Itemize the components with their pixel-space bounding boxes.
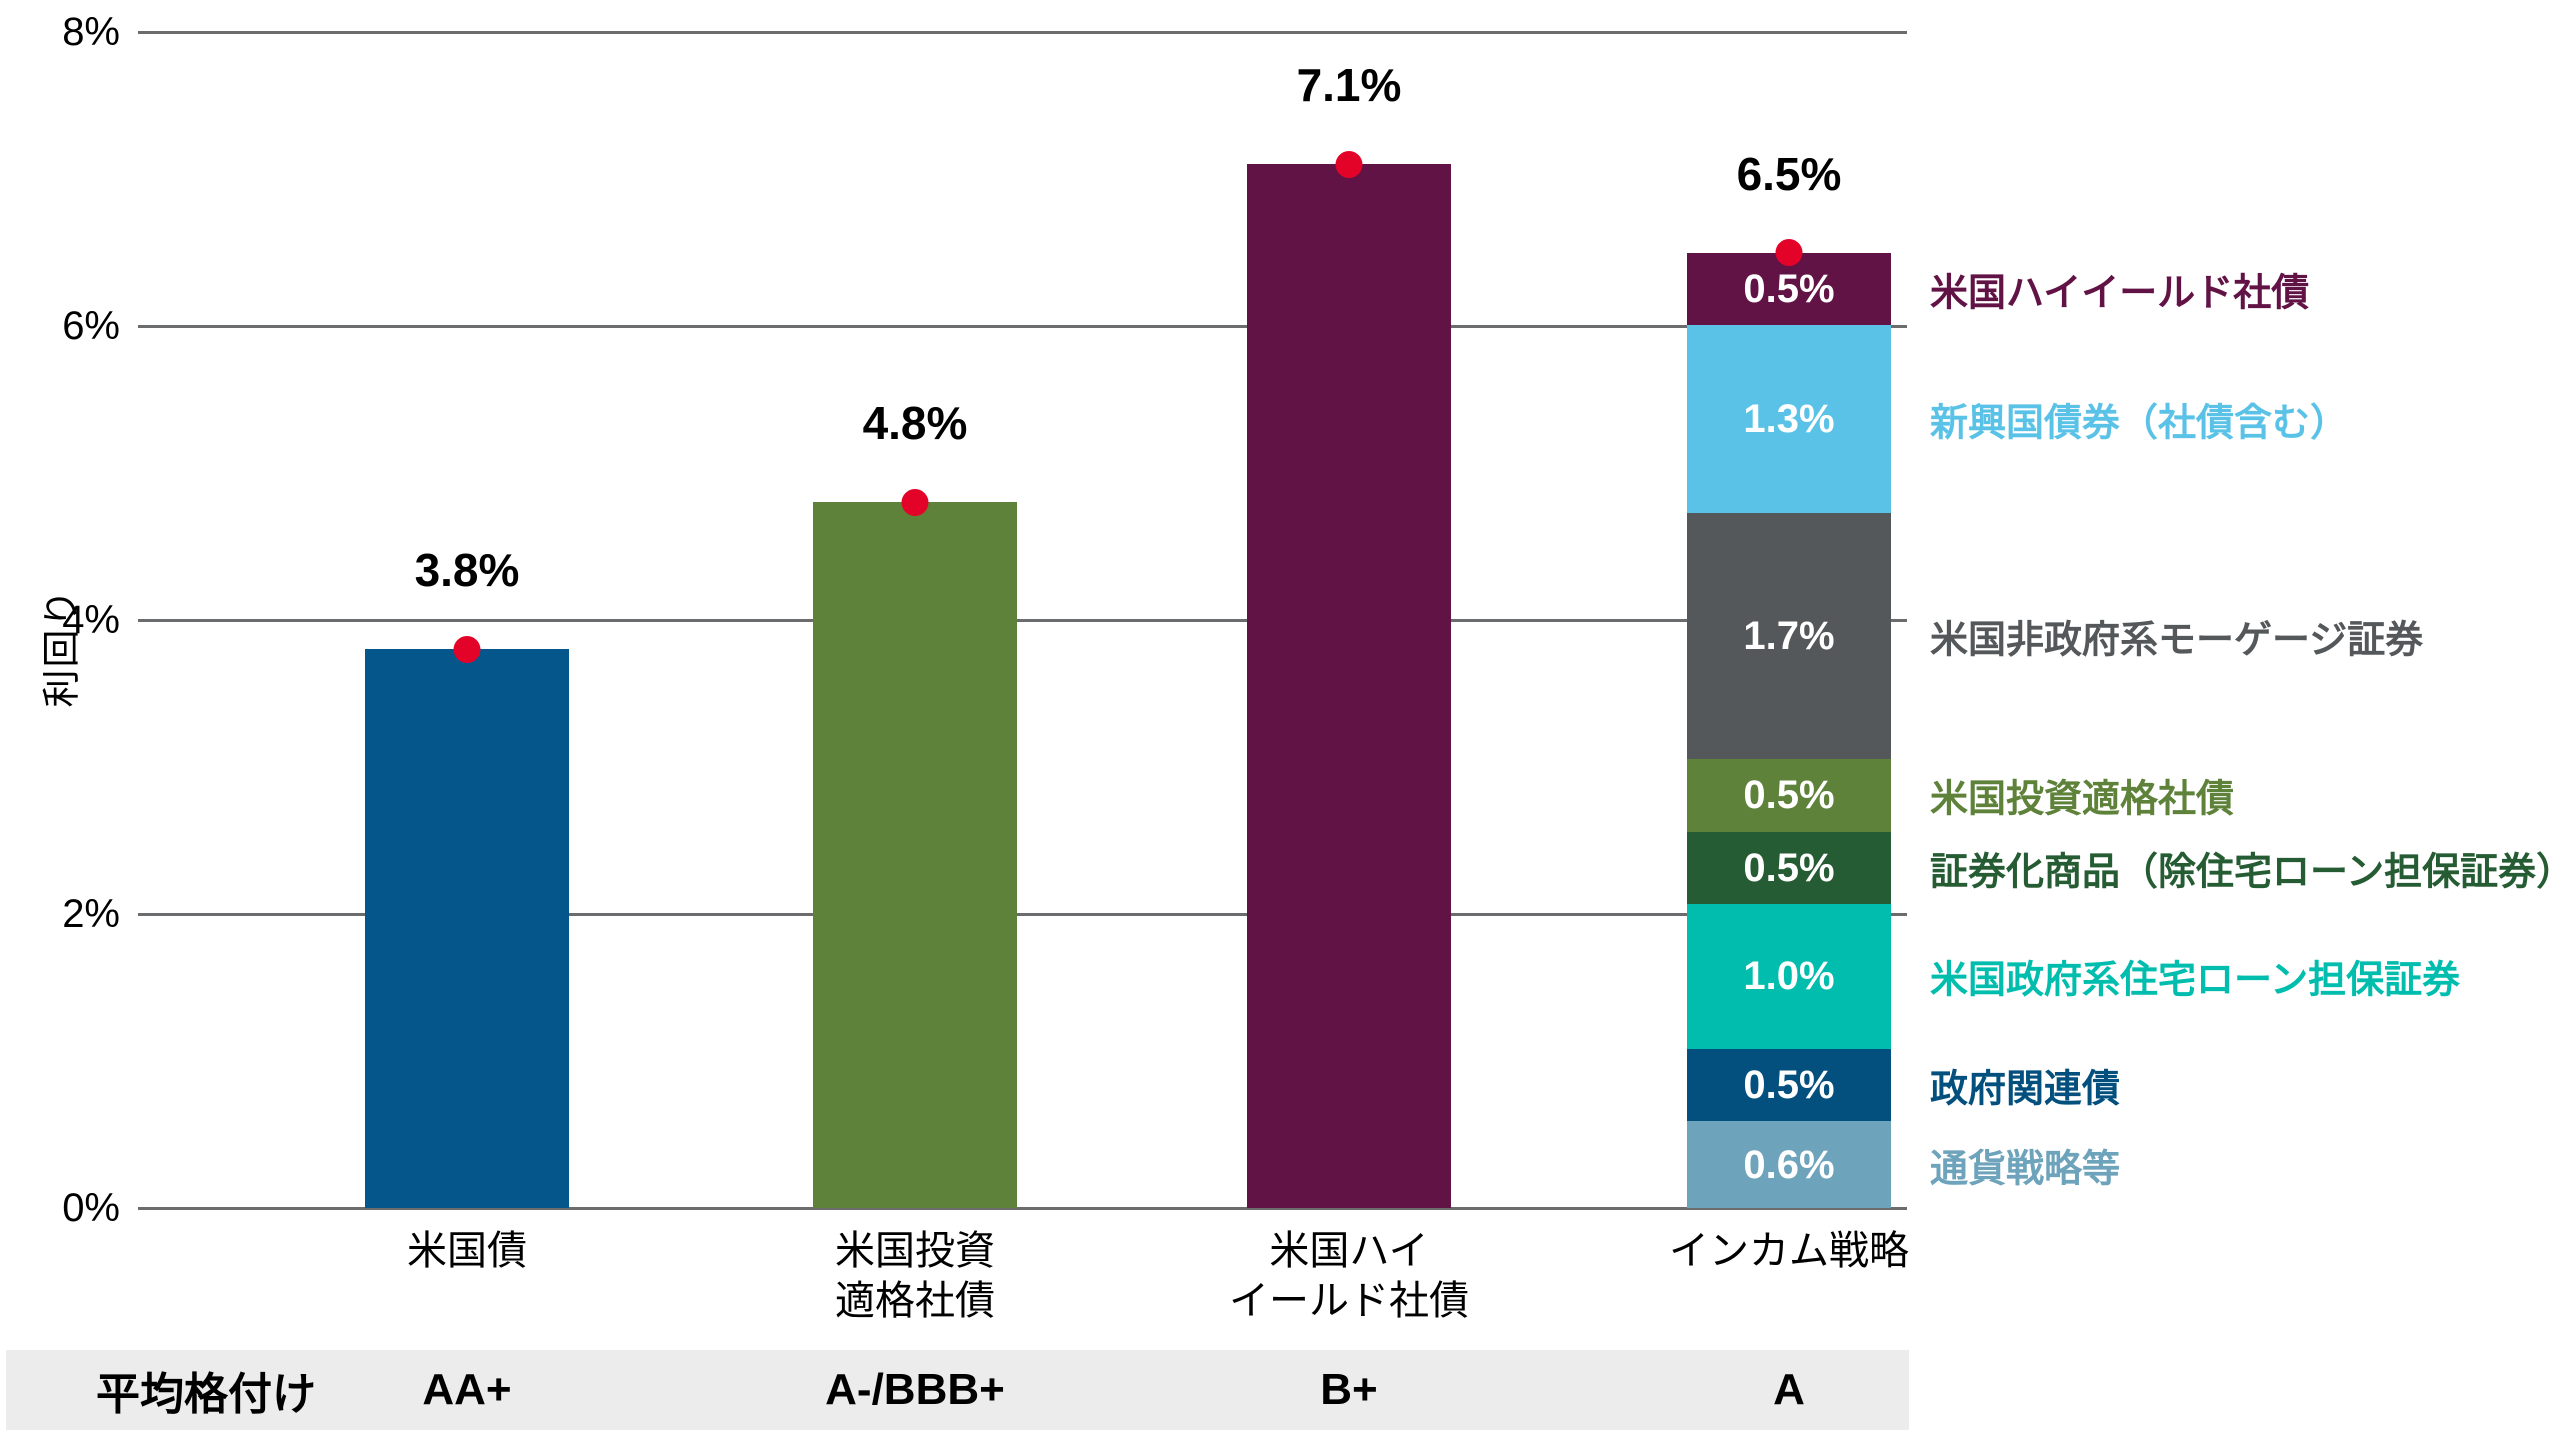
legend-label-em-bonds-incl-corp: 新興国債券（社債含む）: [1930, 402, 2349, 445]
legend-label-us-high-yield-corp: 米国ハイイールド社債: [1930, 272, 2310, 315]
rating-band: [6, 1350, 1909, 1430]
marker-dot-us-high-yield: [1335, 150, 1363, 178]
value-label-income-strategy: 6.5%: [1736, 147, 1842, 200]
gridline-0pct: [138, 1206, 1907, 1210]
legend-label-us-non-agency-mortgage: 米国非政府系モーゲージ証券: [1930, 619, 2424, 662]
category-label-us-ig-corp: 米国投資 適格社債: [835, 1229, 995, 1323]
segment-label-securitized-ex-mbs: 0.5%: [1743, 845, 1835, 890]
bar-us-ig-corp: [813, 502, 1017, 1208]
ytick-label-0pct: 0%: [62, 1186, 120, 1230]
value-label-us-ig-corp: 4.8%: [862, 397, 968, 450]
ytick-label-6pct: 6%: [62, 304, 120, 348]
legend-label-government-related: 政府関連債: [1930, 1068, 2121, 1111]
value-label-us-treasuries: 3.8%: [414, 544, 520, 597]
segment-government-related: 0.5%: [1687, 1048, 1891, 1122]
value-label-us-high-yield: 7.1%: [1296, 59, 1402, 112]
rating-value-us-high-yield: B+: [1320, 1365, 1378, 1414]
marker-dot-us-treasuries: [453, 635, 481, 663]
ytick-label-4pct: 4%: [62, 598, 120, 642]
segment-us-non-agency-mortgage: 1.7%: [1687, 513, 1891, 760]
segment-us-agency-mbs: 1.0%: [1687, 903, 1891, 1049]
rating-value-income-strategy: A: [1773, 1365, 1805, 1414]
segment-em-bonds-incl-corp: 1.3%: [1687, 324, 1891, 514]
ytick-label-2pct: 2%: [62, 892, 120, 936]
category-label-income-strategy: インカム戦略: [1669, 1229, 1909, 1273]
segment-label-us-non-agency-mortgage: 1.7%: [1743, 614, 1835, 659]
marker-dot-us-ig-corp: [901, 488, 929, 516]
gridline-4pct: [138, 618, 1907, 622]
legend-label-currency-strategies: 通貨戦略等: [1930, 1148, 2121, 1191]
legend-label-us-ig-corp-seg: 米国投資適格社債: [1930, 778, 2235, 821]
gridline-8pct: [138, 30, 1907, 34]
segment-label-currency-strategies: 0.6%: [1743, 1142, 1835, 1187]
gridline-2pct: [138, 912, 1907, 916]
segment-label-us-high-yield-corp: 0.5%: [1743, 266, 1835, 311]
category-label-us-treasuries: 米国債: [407, 1229, 527, 1273]
segment-label-us-ig-corp-seg: 0.5%: [1743, 773, 1835, 818]
segment-label-us-agency-mbs: 1.0%: [1743, 954, 1835, 999]
segment-us-ig-corp-seg: 0.5%: [1687, 759, 1891, 832]
legend-label-us-agency-mbs: 米国政府系住宅ローン担保証券: [1930, 959, 2461, 1002]
rating-row-label: 平均格付け: [96, 1370, 316, 1419]
rating-value-us-treasuries: AA+: [422, 1365, 512, 1414]
gridline-6pct: [138, 324, 1907, 328]
segment-currency-strategies: 0.6%: [1687, 1121, 1891, 1208]
segment-label-government-related: 0.5%: [1743, 1062, 1835, 1107]
rating-value-us-ig-corp: A-/BBB+: [825, 1365, 1005, 1414]
segment-label-em-bonds-incl-corp: 1.3%: [1743, 396, 1835, 441]
segment-securitized-ex-mbs: 0.5%: [1687, 831, 1891, 904]
category-label-us-high-yield: 米国ハイ イールド社債: [1229, 1229, 1469, 1323]
bar-us-treasuries: [365, 649, 569, 1208]
marker-dot-income-strategy: [1775, 239, 1803, 266]
legend-label-securitized-ex-mbs: 証券化商品（除住宅ローン担保証券）: [1930, 851, 2560, 894]
bar-us-high-yield: [1247, 164, 1451, 1208]
ytick-label-8pct: 8%: [62, 10, 120, 54]
